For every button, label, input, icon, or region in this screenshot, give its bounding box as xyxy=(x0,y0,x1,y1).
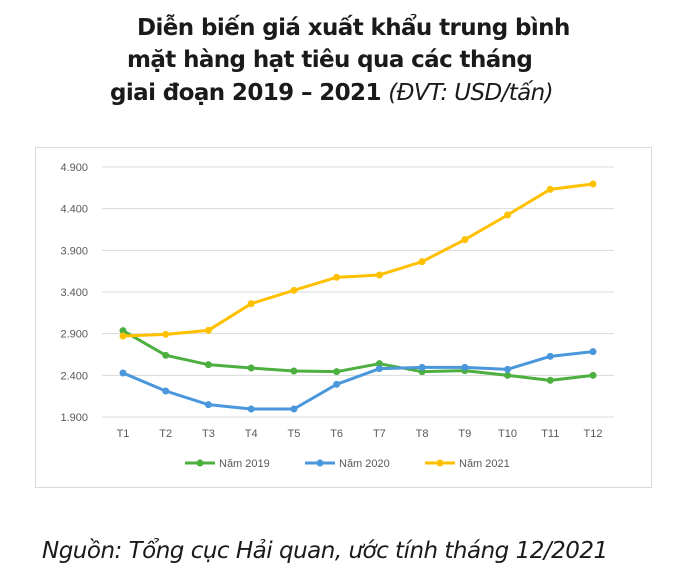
data-point xyxy=(247,300,255,308)
x-tick-label: T12 xyxy=(584,428,603,440)
data-point xyxy=(418,363,426,371)
legend-marker-dot xyxy=(436,459,444,467)
data-point xyxy=(546,376,554,384)
y-tick-label: 2.400 xyxy=(60,370,88,382)
legend-marker-dot xyxy=(316,459,324,467)
data-point xyxy=(461,363,469,371)
data-point xyxy=(589,348,597,356)
legend-label: Năm 2020 xyxy=(339,458,390,470)
data-point xyxy=(290,286,298,294)
data-point xyxy=(204,401,212,409)
data-point xyxy=(504,371,512,379)
data-point xyxy=(204,361,212,369)
x-tick-label: T4 xyxy=(245,428,258,440)
x-tick-label: T1 xyxy=(117,428,130,440)
data-point xyxy=(546,185,554,193)
y-tick-label: 3.400 xyxy=(60,287,88,299)
title-period: giai đoạn 2019 – 2021 xyxy=(110,80,381,106)
series-line-Năm-2019 xyxy=(122,329,594,382)
chart-frame xyxy=(35,147,652,488)
x-tick-label: T6 xyxy=(330,428,343,440)
chart-title-line-2: mặt hàng hạt tiêu qua các tháng xyxy=(127,47,533,73)
data-point xyxy=(333,273,341,281)
x-tick-label: T5 xyxy=(287,428,300,440)
data-point xyxy=(504,211,512,219)
data-point xyxy=(290,367,298,375)
y-tick-label: 4.900 xyxy=(60,162,88,174)
y-tick-label: 2.900 xyxy=(60,329,88,341)
title-unit: (ĐVT: USD/tấn) xyxy=(388,80,553,106)
y-tick-label: 4.400 xyxy=(60,204,88,216)
x-tick-label: T7 xyxy=(373,428,386,440)
data-point xyxy=(162,351,170,359)
data-point xyxy=(589,371,597,379)
legend-label: Năm 2019 xyxy=(219,458,270,470)
data-point xyxy=(162,330,170,338)
data-point xyxy=(461,236,469,244)
data-point xyxy=(546,352,554,360)
x-tick-label: T3 xyxy=(202,428,215,440)
data-point xyxy=(589,180,597,188)
data-point xyxy=(333,380,341,388)
data-point xyxy=(375,360,383,368)
x-tick-label: T2 xyxy=(159,428,172,440)
series-line-Năm-2020 xyxy=(122,350,594,411)
data-point xyxy=(162,387,170,395)
data-point xyxy=(504,365,512,373)
legend-marker-dot xyxy=(196,459,204,467)
chart-title-line-3: giai đoạn 2019 – 2021 (ĐVT: USD/tấn) xyxy=(110,80,554,106)
x-tick-label: T9 xyxy=(458,428,471,440)
y-tick-label: 1.900 xyxy=(60,412,88,424)
data-point xyxy=(375,365,383,373)
data-point xyxy=(119,332,127,340)
x-tick-label: T11 xyxy=(541,428,559,440)
data-point xyxy=(119,327,127,335)
y-tick-label: 3.900 xyxy=(60,245,88,257)
series-line-Năm-2021 xyxy=(122,182,594,338)
source-note: Nguồn: Tổng cục Hải quan, ước tính tháng… xyxy=(42,538,608,564)
x-tick-label: T10 xyxy=(498,428,517,440)
data-point xyxy=(119,369,127,377)
data-point xyxy=(247,364,255,372)
chart-title-line-1: Diễn biến giá xuất khẩu trung bình xyxy=(137,15,570,41)
data-point xyxy=(290,405,298,413)
data-point xyxy=(375,271,383,279)
data-point xyxy=(204,326,212,334)
legend-label: Năm 2021 xyxy=(459,458,510,470)
x-tick-label: T8 xyxy=(416,428,429,440)
data-point xyxy=(333,368,341,376)
data-point xyxy=(247,405,255,413)
data-point xyxy=(418,258,426,266)
